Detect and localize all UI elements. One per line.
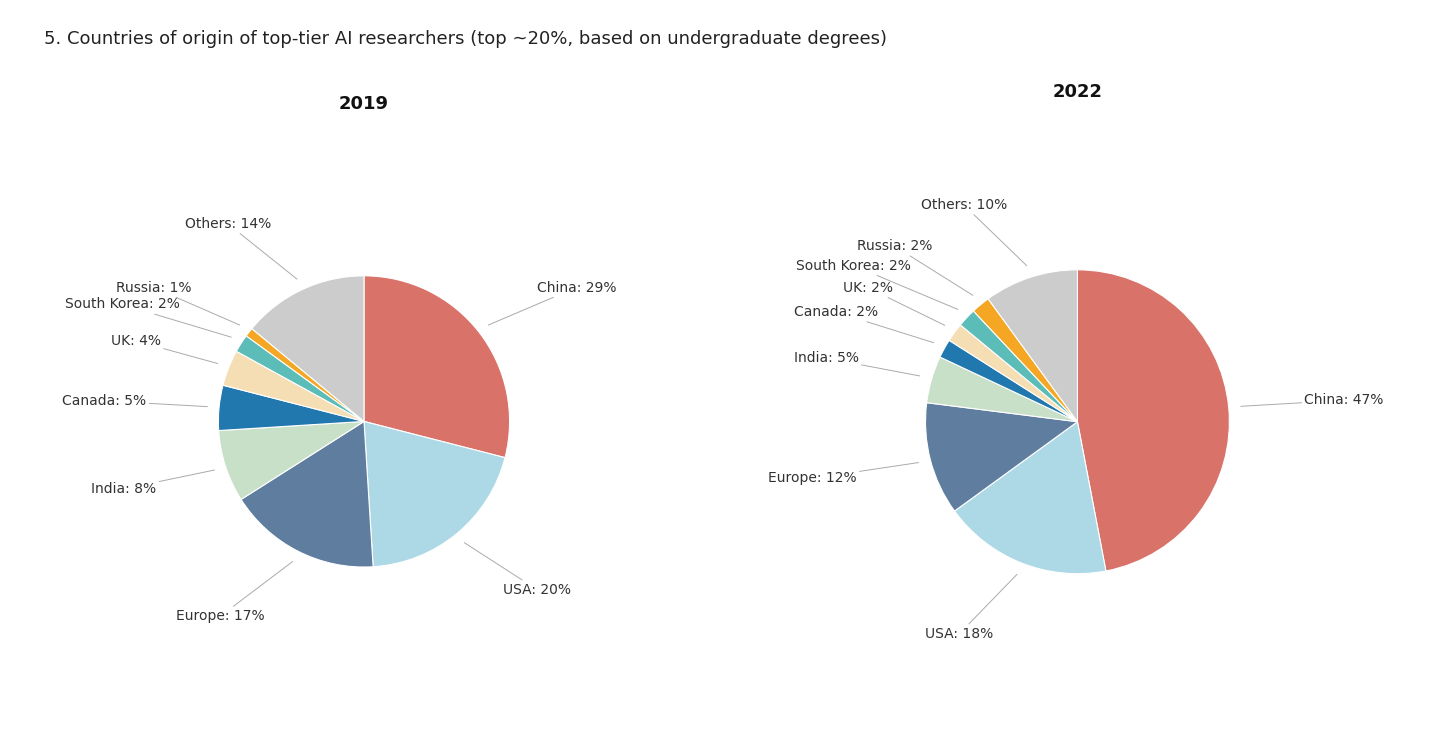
Text: USA: 18%: USA: 18% xyxy=(926,575,1018,641)
Wedge shape xyxy=(974,299,1077,422)
Wedge shape xyxy=(926,357,1077,422)
Wedge shape xyxy=(949,325,1077,422)
Wedge shape xyxy=(941,340,1077,422)
Wedge shape xyxy=(961,311,1077,422)
Wedge shape xyxy=(989,270,1077,422)
Title: 2022: 2022 xyxy=(1053,83,1102,101)
Text: Others: 14%: Others: 14% xyxy=(185,217,297,279)
Text: India: 5%: India: 5% xyxy=(794,351,920,376)
Text: Canada: 5%: Canada: 5% xyxy=(63,394,207,408)
Wedge shape xyxy=(242,422,373,567)
Wedge shape xyxy=(252,276,364,422)
Wedge shape xyxy=(364,422,505,567)
Text: Russia: 2%: Russia: 2% xyxy=(856,239,973,295)
Text: South Korea: 2%: South Korea: 2% xyxy=(796,259,958,309)
Text: UK: 2%: UK: 2% xyxy=(843,281,945,325)
Wedge shape xyxy=(236,336,364,422)
Text: Russia: 1%: Russia: 1% xyxy=(116,281,240,325)
Wedge shape xyxy=(364,276,510,458)
Wedge shape xyxy=(955,422,1107,574)
Text: China: 47%: China: 47% xyxy=(1241,393,1383,407)
Wedge shape xyxy=(926,403,1077,511)
Wedge shape xyxy=(1077,270,1229,571)
Wedge shape xyxy=(218,386,364,431)
Text: USA: 20%: USA: 20% xyxy=(464,543,571,596)
Text: Canada: 2%: Canada: 2% xyxy=(794,305,933,343)
Text: China: 29%: China: 29% xyxy=(488,281,616,325)
Text: Europe: 12%: Europe: 12% xyxy=(769,462,919,486)
Text: 5. Countries of origin of top-tier AI researchers (top ~20%, based on undergradu: 5. Countries of origin of top-tier AI re… xyxy=(44,30,887,48)
Wedge shape xyxy=(223,352,364,422)
Wedge shape xyxy=(246,328,364,422)
Text: South Korea: 2%: South Korea: 2% xyxy=(64,297,232,337)
Text: UK: 4%: UK: 4% xyxy=(111,334,218,364)
Wedge shape xyxy=(218,422,364,499)
Title: 2019: 2019 xyxy=(339,96,389,114)
Text: Others: 10%: Others: 10% xyxy=(920,198,1026,266)
Text: India: 8%: India: 8% xyxy=(92,470,214,496)
Text: Europe: 17%: Europe: 17% xyxy=(176,562,293,623)
